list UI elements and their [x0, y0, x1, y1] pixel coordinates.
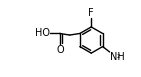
Text: F: F: [88, 8, 94, 18]
Text: NH: NH: [110, 52, 124, 62]
Text: HO: HO: [35, 28, 50, 38]
Text: 2: 2: [117, 54, 121, 59]
Text: O: O: [57, 45, 64, 55]
